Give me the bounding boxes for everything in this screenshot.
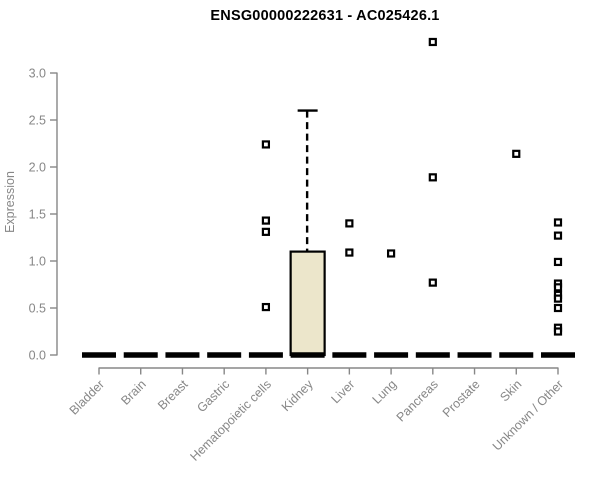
x-tick-label-brain: Brain: [118, 377, 149, 408]
median-bar: [207, 352, 242, 358]
boxplot-prostate: [457, 352, 492, 358]
outlier-point: [261, 140, 271, 149]
outlier-point: [428, 173, 437, 182]
y-tick-label: 2.5: [29, 114, 46, 128]
boxplot-unknown-other: [540, 218, 575, 358]
x-tick-label-unknown-other: Unknown / Other: [490, 377, 566, 453]
boxplot-gastric: [207, 352, 242, 358]
outlier-point: [386, 249, 396, 258]
median-bar: [457, 352, 492, 358]
chart-title: ENSG00000222631 - AC025426.1: [210, 8, 440, 24]
boxplot-kidney: [289, 109, 326, 358]
x-tick-label-gastric: Gastric: [194, 377, 232, 415]
iqr-box: [289, 250, 326, 357]
median-bar: [165, 352, 200, 358]
boxplot-bladder: [82, 352, 116, 358]
boxplot-liver: [332, 219, 367, 358]
outlier-point: [553, 303, 563, 313]
x-tick-label-bladder: Bladder: [67, 377, 107, 417]
y-axis-title: Expression: [3, 171, 17, 233]
median-bar: [123, 352, 158, 358]
outlier-point: [345, 219, 354, 228]
outlier-point: [553, 294, 563, 303]
outlier-point: [553, 231, 563, 240]
median-bar: [499, 352, 534, 358]
boxplot-breast: [165, 352, 200, 358]
median-bar: [290, 352, 325, 358]
outlier-point: [553, 257, 563, 267]
outlier-point: [345, 248, 354, 257]
outlier-point: [428, 37, 437, 47]
boxplot-hematopoietic-cells: [248, 140, 283, 358]
outlier-point: [553, 283, 563, 292]
outlier-point: [261, 227, 271, 236]
x-tick-label-kidney: Kidney: [279, 377, 316, 414]
x-tick-label-lung: Lung: [370, 377, 400, 407]
outlier-point: [553, 218, 563, 227]
x-tick-label-breast: Breast: [155, 377, 191, 413]
median-bar: [374, 352, 409, 358]
x-tick-label-liver: Liver: [328, 377, 357, 406]
outlier-point: [428, 278, 437, 287]
y-tick-label: 0.5: [29, 302, 46, 316]
y-tick-label: 0.0: [29, 349, 46, 363]
outlier-point: [512, 149, 521, 158]
y-tick-label: 1.0: [29, 255, 46, 269]
median-bar: [82, 352, 116, 358]
boxplot-lung: [374, 249, 409, 358]
outlier-point: [261, 302, 271, 312]
median-bar: [248, 352, 283, 358]
outlier-point: [261, 216, 271, 225]
x-tick-label-prostate: Prostate: [440, 377, 483, 420]
boxplot-skin: [499, 149, 534, 358]
x-tick-label-hematopoietic-cells: Hematopoietic cells: [187, 377, 274, 464]
y-tick-label: 3.0: [29, 67, 46, 81]
median-bar: [540, 352, 575, 358]
outlier-point: [553, 327, 563, 336]
x-tick-label-skin: Skin: [497, 377, 524, 404]
boxplot-brain: [123, 352, 158, 358]
boxplot-pancreas: [415, 37, 450, 358]
x-tick-label-pancreas: Pancreas: [394, 377, 441, 424]
median-bar: [415, 352, 450, 358]
y-tick-label: 2.0: [29, 161, 46, 175]
median-bar: [332, 352, 367, 358]
y-tick-label: 1.5: [29, 208, 46, 222]
